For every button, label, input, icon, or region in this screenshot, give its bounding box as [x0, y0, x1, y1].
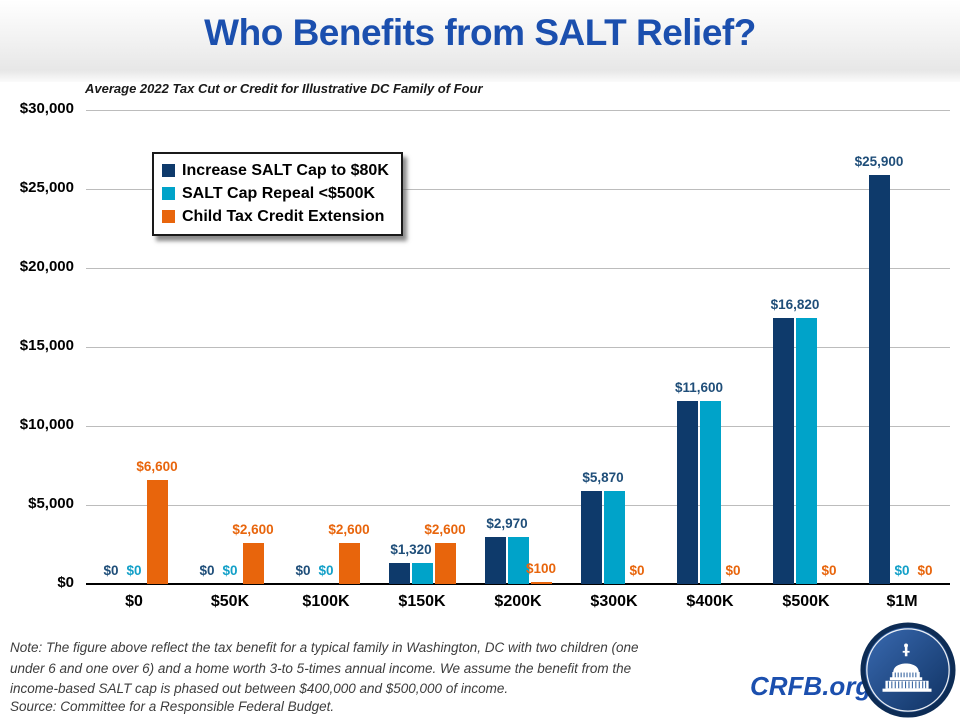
x-tick-label: $50K: [210, 593, 250, 610]
value-label: $0: [103, 563, 119, 578]
value-label: $100: [525, 561, 557, 577]
header-gradient: [0, 0, 960, 82]
y-tick-label: $30,000: [19, 100, 74, 117]
value-label: $0: [295, 563, 311, 578]
x-axis-line: [86, 583, 950, 585]
x-tick-label: $300K: [590, 593, 638, 610]
value-label: $0: [199, 563, 215, 578]
value-label: $1,320: [390, 542, 432, 558]
crfb-logo: [860, 622, 956, 718]
bar-$50K-s2: [242, 542, 264, 584]
value-label: $6,600: [136, 458, 178, 474]
value-label: $0: [629, 563, 645, 578]
bar-$100K-s2: [338, 542, 360, 584]
gridline: [86, 109, 950, 111]
legend-item-label: Child Tax Credit Extension: [182, 207, 385, 225]
x-tick-label: $0: [125, 593, 143, 610]
bar-$150K-s1: [411, 563, 433, 584]
source-text: Source: Committee for a Responsible Fede…: [10, 699, 335, 714]
y-tick-label: $5,000: [28, 495, 74, 512]
y-tick-label: $15,000: [19, 337, 74, 354]
legend-item: Child Tax Credit Extension: [162, 205, 389, 228]
gridline: [86, 267, 950, 269]
value-label: $2,600: [232, 521, 274, 537]
logo-inner-ring: [866, 628, 950, 712]
bar-$400K-s1: [699, 400, 721, 584]
bar-$200K-s0: [484, 537, 506, 584]
capitol-icon: [882, 643, 932, 692]
note-line: Note: The figure above reflect the tax b…: [10, 640, 639, 655]
bar-$150K-s0: [388, 563, 410, 584]
bar-$500K-s0: [772, 318, 794, 584]
gridline: [86, 504, 950, 506]
y-tick-label: $10,000: [19, 416, 74, 433]
legend-item: Increase SALT Cap to $80K: [162, 159, 389, 182]
bar-$1M-s0: [868, 174, 890, 584]
value-label: $0: [222, 563, 238, 578]
value-label: $0: [917, 563, 933, 578]
value-label: $16,820: [770, 297, 820, 313]
x-tick-label: $400K: [686, 593, 734, 610]
x-tick-label: $200K: [494, 593, 542, 610]
value-label: $25,900: [854, 153, 904, 169]
bar-$200K-s1: [507, 537, 529, 584]
x-tick-label: $500K: [782, 593, 830, 610]
y-tick-label: $20,000: [19, 258, 74, 275]
legend-swatch: [162, 187, 175, 200]
value-label: $2,970: [486, 516, 528, 532]
note-line: income-based SALT cap is phased out betw…: [10, 681, 509, 696]
note-text: Note: The figure above reflect the tax b…: [10, 638, 639, 700]
legend-item-label: Increase SALT Cap to $80K: [182, 161, 389, 179]
legend: Increase SALT Cap to $80K SALT Cap Repeal…: [152, 152, 403, 236]
bar-$500K-s1: [795, 318, 817, 584]
value-label: $5,870: [582, 470, 624, 486]
x-tick-label: $100K: [302, 593, 350, 610]
value-label: $0: [725, 563, 741, 578]
x-tick-label: $1M: [886, 593, 918, 610]
page-title: Who Benefits from SALT Relief?: [204, 12, 756, 53]
value-label: $2,600: [424, 521, 466, 537]
crfb-wordmark: CRFB.org: [750, 671, 872, 701]
value-label: $11,600: [674, 379, 724, 395]
value-label: $0: [126, 563, 142, 578]
gridline: [86, 188, 950, 190]
bar-$400K-s0: [676, 400, 698, 584]
gridline: [86, 346, 950, 348]
chart-subtitle: Average 2022 Tax Cut or Credit for Illus…: [85, 81, 483, 96]
legend-item-label: SALT Cap Repeal <$500K: [182, 184, 376, 202]
legend-item: SALT Cap Repeal <$500K: [162, 182, 389, 205]
y-tick-label: $0: [57, 574, 74, 591]
gridline: [86, 425, 950, 427]
value-label: $2,600: [328, 521, 370, 537]
bar-$0-s2: [146, 479, 168, 584]
legend-swatch: [162, 164, 175, 177]
value-label: $0: [318, 563, 334, 578]
value-label: $0: [821, 563, 837, 578]
bar-$150K-s2: [434, 542, 456, 584]
value-label: $0: [894, 563, 910, 578]
bar-$300K-s0: [580, 491, 602, 584]
bar-$200K-s2: [530, 582, 552, 584]
y-tick-label: $25,000: [19, 179, 74, 196]
x-tick-label: $150K: [398, 593, 446, 610]
note-line: under 6 and one over 6) and a home worth…: [10, 660, 632, 676]
bar-$300K-s1: [603, 491, 625, 584]
legend-swatch: [162, 210, 175, 223]
plot-area: [86, 109, 950, 585]
